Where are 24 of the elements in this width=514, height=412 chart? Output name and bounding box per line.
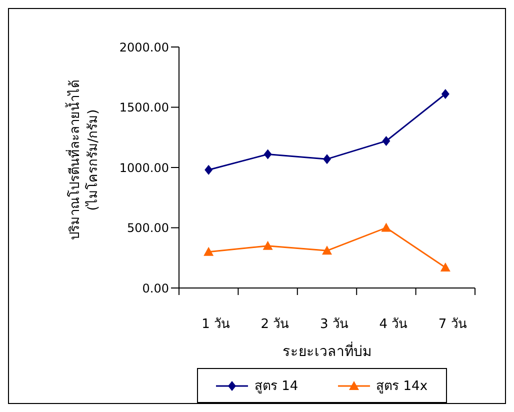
point (204, 246, 214, 256)
point (381, 222, 392, 232)
x-tick-label: 3 วัน (320, 317, 348, 332)
y-axis-title: ปริมาณโปรตีนที่ละลายน้ำได้ (ไมโครกรัม/กรัม) (65, 80, 101, 240)
point (322, 246, 332, 255)
point (264, 149, 272, 160)
y-tick-label: 0.00 (142, 281, 169, 296)
x-tick-label: 2 วัน (260, 317, 290, 332)
point (204, 164, 213, 175)
point (262, 240, 273, 250)
legend-label: สูตร 14 (253, 378, 298, 396)
point (441, 88, 450, 99)
x-axis-title: ระยะเวลาที่บ่ม (282, 342, 372, 360)
y-tick-label: 1500.00 (119, 100, 169, 115)
x-tick-label: 4 วัน (379, 317, 408, 332)
x-tick-label: 7 วัน (438, 317, 467, 332)
y-tick-label: 500.00 (127, 221, 169, 236)
x-tick-label: 1 วัน (202, 317, 230, 332)
point (382, 136, 390, 146)
point (323, 154, 331, 164)
y-tick-label: 2000.00 (119, 40, 169, 54)
legend-label: สูตร 14x (375, 378, 428, 396)
y-tick-label: 1000.00 (119, 160, 169, 175)
point (440, 262, 450, 272)
